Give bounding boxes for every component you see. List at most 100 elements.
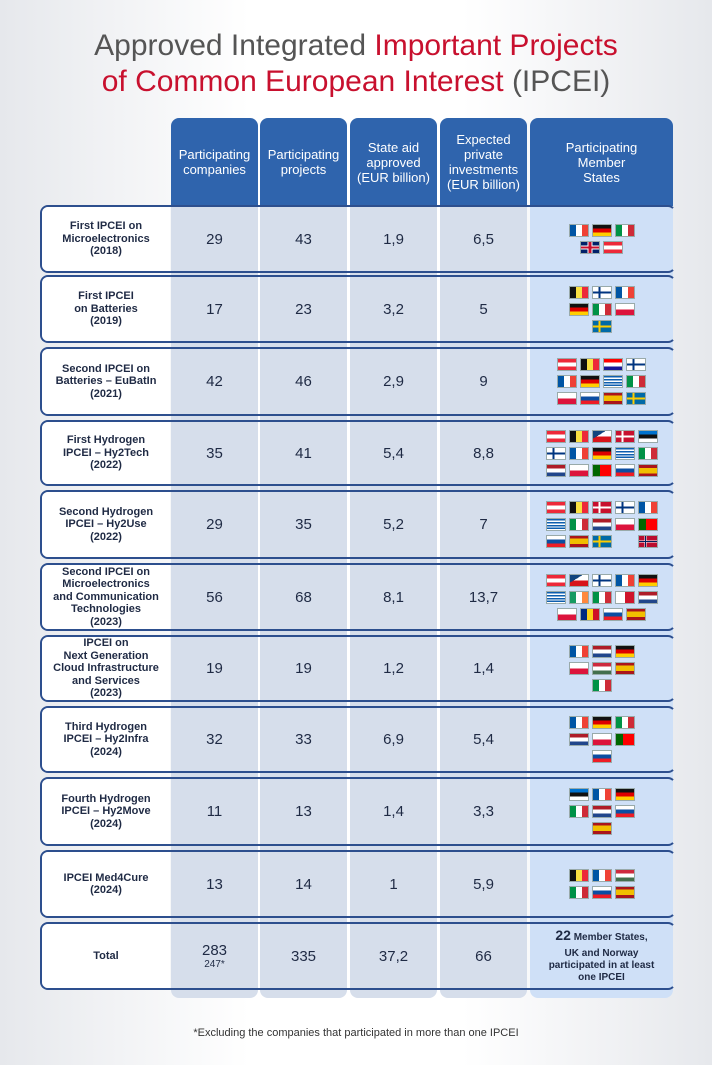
fr-flag-icon xyxy=(557,375,577,388)
table-row xyxy=(40,850,676,918)
member-count: 22 xyxy=(555,926,571,943)
gr-flag-icon xyxy=(603,375,623,388)
row-label-text: First Hydrogen IPCEI – Hy2Tech (2022) xyxy=(63,434,149,472)
pl-flag-icon xyxy=(614,302,635,316)
ee-flag-icon xyxy=(637,429,658,443)
row-label-text: Second IPCEI on Batteries – EuBatIn (2021) xyxy=(56,363,157,401)
se-flag-icon xyxy=(591,319,612,333)
fr-flag-icon xyxy=(614,573,635,587)
flag-row xyxy=(557,358,646,371)
cell-companies: 35 xyxy=(206,444,223,462)
row-label-line: First Hydrogen xyxy=(66,434,146,447)
be-flag-icon xyxy=(568,285,589,299)
ee-flag-icon xyxy=(568,788,589,801)
total-projects: 335 xyxy=(290,947,317,965)
cell-projects: 46 xyxy=(295,373,312,390)
row-label: Second IPCEI on Microelectronics and Commu… xyxy=(42,565,170,629)
cz-flag-icon xyxy=(568,573,589,587)
row-label-line: and Communication xyxy=(53,590,159,603)
member-state-flags xyxy=(530,563,673,631)
row-label-text: Fourth Hydrogen IPCEI – Hy2Move (2024) xyxy=(61,793,150,831)
title-part3: of Common European Interest xyxy=(101,65,504,98)
es-flag-icon xyxy=(614,886,635,899)
sk-flag-icon xyxy=(545,535,566,548)
total-member-states: 22 Member States, UK and Norway participa… xyxy=(530,922,673,990)
fi-flag-icon xyxy=(614,501,635,514)
row-label: First Hydrogen IPCEI – Hy2Tech (2022) xyxy=(42,422,170,484)
row-label-text: First IPCEI on Microelectronics (2018) xyxy=(62,220,149,258)
flag-row xyxy=(568,662,635,675)
cell-investments: 13,7 xyxy=(468,588,499,606)
cell-projects: 19 xyxy=(295,660,312,677)
flag-row xyxy=(545,535,658,548)
cell-investments: 8,8 xyxy=(473,444,494,462)
row-label-line: (2021) xyxy=(90,387,122,400)
row-label-line: (2022) xyxy=(90,530,122,543)
page-title: Approved Integrated Important Projects o… xyxy=(0,28,712,100)
total-companies-value: 283 xyxy=(201,942,228,959)
es-flag-icon xyxy=(603,392,623,405)
row-label-line: (2024) xyxy=(90,745,122,758)
gr-flag-icon xyxy=(614,446,635,460)
no-flag-icon xyxy=(637,535,658,548)
cell-aid: 2,9 xyxy=(383,373,404,390)
flag-row xyxy=(568,788,635,801)
sk-flag-icon xyxy=(591,750,612,763)
flag-row xyxy=(568,716,635,729)
row-label-line: (2023) xyxy=(90,615,122,628)
cell-aid: 3,2 xyxy=(383,300,404,318)
cell-aid: 6,9 xyxy=(383,731,404,748)
flag-row xyxy=(545,429,658,443)
cell-investments: 3,3 xyxy=(473,803,494,820)
nl-flag-icon xyxy=(637,590,658,604)
de-flag-icon xyxy=(637,573,658,587)
row-label: Third Hydrogen IPCEI – Hy2Infra (2024) xyxy=(42,708,170,771)
member-state-flags xyxy=(530,635,673,702)
band-companies xyxy=(171,205,258,998)
flag-row xyxy=(568,302,635,316)
fi-flag-icon xyxy=(591,285,612,299)
cell-investments: 6,5 xyxy=(473,230,494,248)
pl-flag-icon xyxy=(591,733,612,746)
row-label-text: IPCEI on Next Generation Cloud Infrastruct… xyxy=(53,637,159,700)
member-state-flags xyxy=(530,205,673,273)
row-label-line: Second Hydrogen xyxy=(58,505,154,518)
row-label-text: Second Hydrogen IPCEI – Hy2Use (2022) xyxy=(59,506,153,544)
pl-flag-icon xyxy=(557,392,577,405)
total-companies-note: 247* xyxy=(204,959,225,970)
ie-flag-icon xyxy=(568,590,589,604)
row-label-line: Batteries – EuBatIn xyxy=(55,375,157,388)
fi-flag-icon xyxy=(626,358,646,371)
it-flag-icon xyxy=(568,886,589,899)
cell-aid: 1 xyxy=(389,875,398,893)
header-aid: State aid approved (EUR billion) xyxy=(350,118,437,206)
se-flag-icon xyxy=(591,535,612,548)
row-label-line: (2022) xyxy=(90,459,122,472)
band-investments xyxy=(440,205,527,998)
es-flag-icon xyxy=(626,607,646,621)
nl-flag-icon xyxy=(568,733,589,746)
sk-flag-icon xyxy=(591,886,612,899)
flag-row xyxy=(545,573,658,587)
title-part1: Approved Integrated xyxy=(94,29,375,62)
cell-aid: 1,9 xyxy=(383,230,404,248)
total-aid: 37,2 xyxy=(378,947,409,965)
cell-companies: 29 xyxy=(206,230,223,248)
de-flag-icon xyxy=(591,716,612,729)
it-flag-icon xyxy=(626,375,646,388)
cell-aid: 5,4 xyxy=(383,444,404,462)
be-flag-icon xyxy=(568,429,589,443)
row-label-line: Cloud Infrastructure xyxy=(53,662,159,675)
cell-projects: 13 xyxy=(295,803,312,820)
flag-row xyxy=(545,463,658,477)
cell-aid: 5,2 xyxy=(383,516,404,533)
at-flag-icon xyxy=(545,429,566,443)
cell-companies: 11 xyxy=(206,803,223,820)
de-flag-icon xyxy=(614,788,635,801)
cell-companies: 56 xyxy=(206,588,223,606)
mt-flag-icon xyxy=(614,590,635,604)
pt-flag-icon xyxy=(591,463,612,477)
cz-flag-icon xyxy=(591,429,612,443)
cell-projects: 14 xyxy=(295,875,312,893)
nl-flag-icon xyxy=(545,463,566,477)
